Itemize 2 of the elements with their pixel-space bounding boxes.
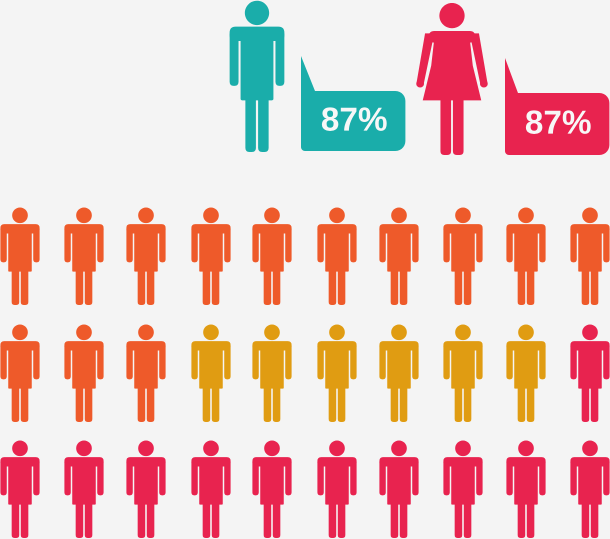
data-label: 87%	[526, 110, 591, 134]
data-label: 87%	[322, 107, 387, 131]
